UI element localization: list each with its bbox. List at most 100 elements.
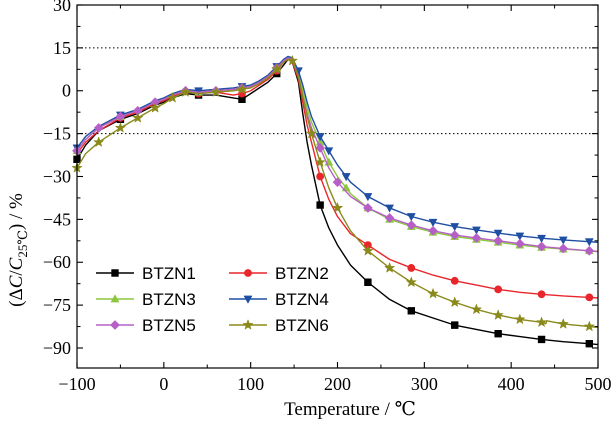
data-point [316, 172, 325, 181]
data-point [450, 223, 459, 231]
data-point [537, 290, 546, 299]
data-point [537, 335, 546, 344]
data-point [450, 276, 459, 285]
data-point [536, 241, 547, 252]
data-point [385, 204, 394, 213]
legend-marker [243, 295, 253, 304]
series-line [76, 55, 599, 243]
data-point [537, 234, 546, 243]
data-point [150, 102, 161, 113]
y-tick-label: 15 [53, 38, 71, 58]
series-BTZN3 [72, 57, 599, 255]
series-BTZN4 [72, 55, 599, 247]
data-point [585, 340, 594, 348]
data-point [332, 177, 343, 187]
x-axis-title: Temperature / ℃ [284, 399, 416, 420]
legend-item-BTZN3: BTZN3 [96, 290, 196, 309]
y-tick-label: −60 [43, 252, 71, 272]
data-point [364, 278, 372, 286]
legend-item-BTZN5: BTZN5 [96, 316, 196, 335]
data-point [494, 330, 502, 338]
data-point [363, 193, 373, 201]
x-tick-label: 100 [237, 374, 264, 394]
data-point [450, 230, 460, 240]
legend-item-BTZN1: BTZN1 [96, 264, 196, 283]
data-point [236, 83, 248, 94]
data-point [472, 226, 481, 235]
series-line [76, 58, 599, 299]
legend-label: BTZN5 [142, 316, 196, 335]
data-point [471, 304, 482, 314]
data-point [210, 86, 222, 97]
legend-label: BTZN4 [275, 290, 329, 309]
data-point [384, 262, 395, 273]
data-point [585, 293, 594, 302]
data-point [384, 213, 395, 223]
data-point [558, 318, 569, 329]
data-point [515, 238, 525, 249]
legend-marker [242, 319, 254, 330]
data-point [93, 123, 104, 133]
legend-marker [110, 294, 120, 303]
data-point [315, 133, 325, 141]
data-point [427, 288, 439, 299]
data-point [514, 314, 525, 324]
data-point [167, 92, 178, 103]
data-point [428, 226, 438, 236]
y-tick-label: 0 [62, 81, 71, 101]
data-point [451, 321, 459, 329]
data-point [449, 296, 460, 307]
legend: BTZN1 BTZN2 BTZN3 BTZN4 BTZN5 BTZN6 [96, 264, 329, 335]
data-point [287, 55, 298, 66]
data-point [585, 238, 594, 247]
data-point [271, 63, 282, 74]
y-tick-label: 30 [53, 0, 71, 15]
data-point [363, 203, 373, 213]
x-tick-label: 300 [411, 374, 438, 394]
y-axis-title: (ΔC/C25℃) / % [6, 193, 30, 307]
legend-marker [111, 269, 119, 277]
data-point [180, 86, 191, 97]
data-point [559, 236, 568, 245]
legend-label: BTZN2 [275, 264, 329, 283]
data-point [406, 220, 417, 230]
data-point [362, 245, 374, 256]
legend-marker [244, 269, 252, 277]
data-point [341, 173, 351, 181]
data-point [314, 156, 326, 167]
data-point [494, 285, 503, 294]
legend-label: BTZN6 [275, 316, 329, 335]
data-point [316, 201, 324, 209]
data-point [493, 229, 503, 238]
legend-label: BTZN3 [142, 290, 196, 309]
data-point [93, 136, 104, 147]
series-BTZN6 [71, 55, 599, 331]
x-tick-label: 400 [498, 374, 525, 394]
data-point [428, 218, 438, 227]
data-point [558, 243, 568, 254]
x-tick-label: 200 [324, 374, 351, 394]
series-line [76, 57, 599, 253]
legend-item-BTZN2: BTZN2 [229, 264, 329, 283]
x-tick-label: 0 [159, 374, 168, 394]
data-point [536, 316, 547, 327]
data-point [471, 233, 482, 243]
axes: −100 0 100 200 300 400 500 30 15 0 −15 −30 −45 −60 −75… [43, 0, 612, 394]
legend-item-BTZN4: BTZN4 [229, 290, 329, 309]
legend-item-BTZN6: BTZN6 [229, 316, 329, 335]
data-point [515, 232, 525, 241]
data-point [306, 128, 317, 139]
series-BTZN5 [72, 57, 599, 256]
data-point [406, 276, 417, 287]
data-point [407, 307, 416, 315]
data-point [115, 122, 126, 133]
y-tick-label: −15 [43, 124, 71, 144]
data-point [584, 321, 595, 331]
y-tick-label: −45 [43, 209, 71, 229]
data-point [493, 236, 503, 246]
data-point [332, 202, 343, 213]
data-point [492, 309, 504, 320]
y-tick-label: −30 [43, 166, 71, 186]
